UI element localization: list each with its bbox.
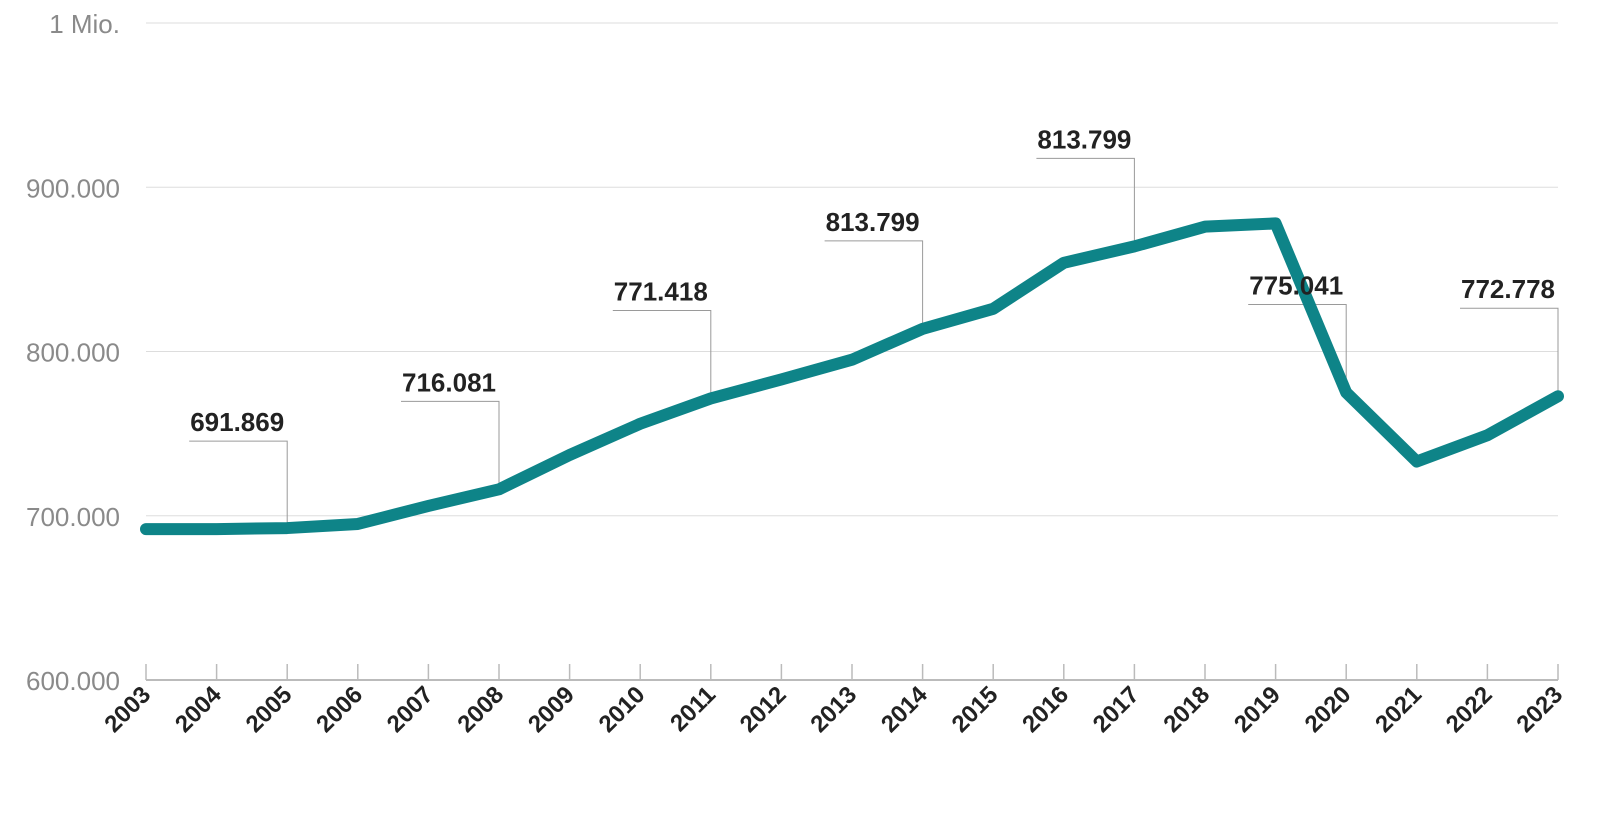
annotation-label: 772.778	[1461, 274, 1555, 304]
x-tick-label: 2022	[1441, 681, 1498, 738]
annotation-label: 691.869	[190, 407, 284, 437]
data-point	[1133, 245, 1136, 248]
data-point	[921, 327, 924, 330]
x-tick-label: 2007	[382, 681, 439, 738]
annotation-leader	[1036, 157, 1135, 247]
x-tick-label: 2014	[876, 681, 933, 738]
data-point	[1486, 434, 1489, 437]
data-point	[992, 307, 995, 310]
annotation-leader	[612, 309, 712, 399]
annotation-leader	[824, 240, 924, 329]
data-point	[1204, 225, 1206, 228]
x-tick-label: 2013	[805, 681, 862, 738]
annotation-label: 771.418	[614, 276, 708, 306]
data-point	[1345, 391, 1348, 394]
annotation-leader	[1248, 303, 1347, 393]
x-tick-label: 2009	[523, 681, 580, 738]
annotation-labels: 691.869 716.081 771.418 813.799 813.799 775.0…	[190, 124, 1555, 437]
y-tick-label: 900.000	[26, 173, 120, 203]
gridlines	[146, 22, 1558, 517]
x-tick-label: 2005	[241, 681, 298, 738]
annotation-leader	[401, 400, 500, 490]
x-tick-label: 2004	[170, 681, 227, 738]
y-tick-label: 600.000	[26, 666, 120, 696]
annotation-label: 813.799	[826, 207, 920, 237]
data-point	[1062, 261, 1065, 264]
data-point	[215, 528, 218, 531]
x-tick-label: 2021	[1370, 681, 1427, 738]
y-tick-label: 800.000	[26, 338, 120, 368]
annotation-label: 775.041	[1249, 270, 1343, 300]
x-tick-label: 2011	[665, 681, 721, 737]
x-tick-label: 2008	[452, 681, 509, 738]
x-tick-label: 2018	[1158, 681, 1215, 738]
x-tick-label: 2006	[311, 681, 368, 738]
y-tick-label: 1 Mio.	[49, 9, 120, 39]
x-tick-label: 2015	[947, 681, 1004, 738]
y-tick-label: 700.000	[26, 502, 120, 532]
data-point	[780, 378, 783, 381]
annotation-label: 716.081	[402, 367, 496, 397]
x-tick-label: 2012	[735, 681, 792, 738]
data-point	[1274, 222, 1277, 225]
annotation-leader	[1460, 307, 1559, 397]
data-point	[1415, 460, 1418, 463]
data-point	[427, 504, 430, 507]
x-tick-label: 2016	[1017, 681, 1074, 738]
annotation-leader	[189, 440, 288, 529]
x-tick-label: 2019	[1229, 681, 1286, 738]
x-tick-label: 2023	[1511, 681, 1568, 738]
x-tick-label: 2017	[1088, 681, 1145, 738]
series-lines	[140, 217, 1564, 536]
data-point	[709, 397, 712, 400]
x-tick-label: 2020	[1300, 681, 1357, 738]
data-point	[356, 522, 359, 525]
data-point	[498, 488, 500, 491]
data-point	[568, 453, 571, 456]
data-point	[1557, 395, 1559, 398]
data-point	[639, 422, 642, 425]
y-axis-ticks: 600.000 700.000 800.000 900.000 1 Mio.	[26, 9, 120, 696]
data-point	[145, 528, 147, 531]
x-tick-label: 2010	[594, 681, 651, 738]
data-point	[851, 358, 853, 361]
x-axis: 2003 2004 2005 2006 2007 2008 2009 2010 2011 2012…	[99, 664, 1568, 738]
data-point	[286, 527, 289, 530]
annotation-leaders	[189, 157, 1559, 529]
annotation-label: 813.799	[1037, 124, 1131, 154]
